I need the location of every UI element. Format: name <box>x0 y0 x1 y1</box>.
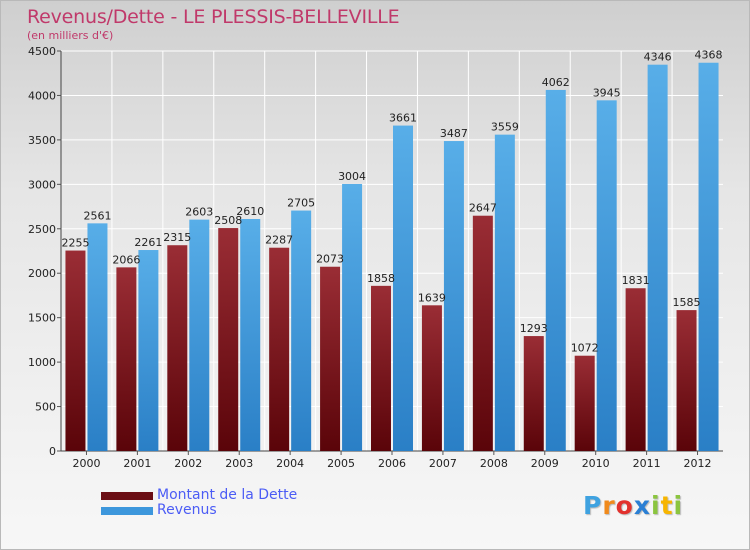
bar-revenus <box>494 134 515 451</box>
legend-swatch-revenus <box>101 506 153 515</box>
bar-revenus <box>189 219 210 451</box>
data-label-dette: 1293 <box>520 322 548 335</box>
axes: 0 500 1000 1500 2000 2500 3000 3500 4000 4500 2000… <box>28 45 723 470</box>
x-tick-label: 2006 <box>378 457 406 470</box>
x-tick-label: 2008 <box>480 457 508 470</box>
data-label-dette: 2073 <box>316 253 344 266</box>
x-tick-label: 2009 <box>531 457 559 470</box>
x-tick-label: 2000 <box>72 457 100 470</box>
y-tick-label: 500 <box>35 401 56 414</box>
x-tick-label: 2007 <box>429 457 457 470</box>
logo-letter: x <box>633 491 651 520</box>
data-label-revenus: 2261 <box>134 236 162 249</box>
data-label-revenus: 3559 <box>491 121 519 134</box>
bar-dette <box>65 250 86 451</box>
y-tick-label: 3000 <box>28 178 56 191</box>
unit-subtitle: (en milliers d'€) <box>27 29 114 42</box>
x-tick-label: 2005 <box>327 457 355 470</box>
legend-label-dette: Montant de la Dette <box>157 487 298 503</box>
legend: Montant de la Dette Revenus <box>101 487 298 518</box>
data-label-revenus: 4062 <box>542 76 570 89</box>
data-label-revenus: 3945 <box>593 86 621 99</box>
legend-item-dette: Montant de la Dette <box>101 487 298 503</box>
y-tick-label: 1000 <box>28 356 56 369</box>
data-label-dette: 1858 <box>367 272 395 285</box>
data-label-revenus: 3487 <box>440 127 468 140</box>
x-tick-label: 2012 <box>684 457 712 470</box>
data-label-dette: 1639 <box>418 291 446 304</box>
bar-dette <box>218 228 239 451</box>
x-tick-label: 2003 <box>225 457 253 470</box>
x-tick-label: 2010 <box>582 457 610 470</box>
bar-dette <box>320 266 341 451</box>
bar-dette <box>523 336 544 451</box>
bar-revenus <box>240 219 261 451</box>
y-tick-label: 2000 <box>28 267 56 280</box>
data-label-revenus: 3004 <box>338 170 366 183</box>
page-title: Revenus/Dette - LE PLESSIS-BELLEVILLE <box>27 6 400 28</box>
logo-letter: P <box>583 491 603 520</box>
bar-dette <box>116 267 137 451</box>
bar-dette <box>676 310 697 451</box>
x-tick-label: 2002 <box>174 457 202 470</box>
bar-dette <box>167 245 188 451</box>
bar-dette <box>574 355 595 451</box>
data-label-dette: 2647 <box>469 202 497 215</box>
bar-revenus <box>647 64 668 451</box>
logo-letter: t <box>660 491 674 520</box>
bar-revenus <box>87 223 108 451</box>
bars <box>65 62 719 452</box>
proxiti-logo: Proxiti <box>583 491 683 520</box>
bar-revenus <box>342 183 363 451</box>
data-label-dette: 2287 <box>265 234 293 247</box>
bar-revenus <box>545 89 566 451</box>
logo-letter: r <box>602 491 616 520</box>
logo-letter: i <box>673 491 684 520</box>
bar-revenus <box>291 210 312 451</box>
y-tick-label: 1500 <box>28 312 56 325</box>
legend-label-revenus: Revenus <box>157 502 217 518</box>
bar-dette <box>472 215 493 451</box>
bar-revenus <box>698 62 719 451</box>
bar-dette <box>371 285 391 451</box>
bar-revenus <box>393 125 413 452</box>
data-label-dette: 2315 <box>163 231 191 244</box>
data-label-revenus: 2705 <box>287 197 315 210</box>
data-label-dette: 2066 <box>112 253 140 266</box>
logo-letter: o <box>615 491 634 520</box>
bar-dette <box>269 247 290 451</box>
data-label-revenus: 4346 <box>644 51 672 64</box>
legend-item-revenus: Revenus <box>101 502 297 518</box>
data-label-dette: 1831 <box>622 274 650 287</box>
bar-dette <box>421 305 442 451</box>
y-tick-label: 4000 <box>28 89 56 102</box>
y-tick-label: 3500 <box>28 134 56 147</box>
y-tick-label: 2500 <box>28 223 56 236</box>
x-tick-label: 2011 <box>633 457 661 470</box>
bar-revenus <box>138 250 159 451</box>
bar-revenus <box>596 100 617 451</box>
y-tick-label: 0 <box>49 445 56 458</box>
bar-dette <box>625 288 646 451</box>
x-tick-label: 2004 <box>276 457 304 470</box>
data-label-dette: 2508 <box>214 214 242 227</box>
data-label-revenus: 2610 <box>236 205 264 218</box>
y-tick-label: 4500 <box>28 45 56 58</box>
data-label-dette: 2255 <box>61 237 89 250</box>
data-label-dette: 1585 <box>673 296 701 309</box>
data-label-revenus: 2561 <box>83 209 111 222</box>
x-tick-label: 2001 <box>123 457 151 470</box>
legend-swatch-dette <box>101 491 153 500</box>
data-label-revenus: 4368 <box>695 49 723 62</box>
data-label-revenus: 2603 <box>185 206 213 219</box>
logo-letter: i <box>651 491 661 520</box>
data-label-revenus: 3661 <box>389 112 417 125</box>
bar-revenus <box>443 141 464 452</box>
data-label-dette: 1072 <box>571 342 599 355</box>
